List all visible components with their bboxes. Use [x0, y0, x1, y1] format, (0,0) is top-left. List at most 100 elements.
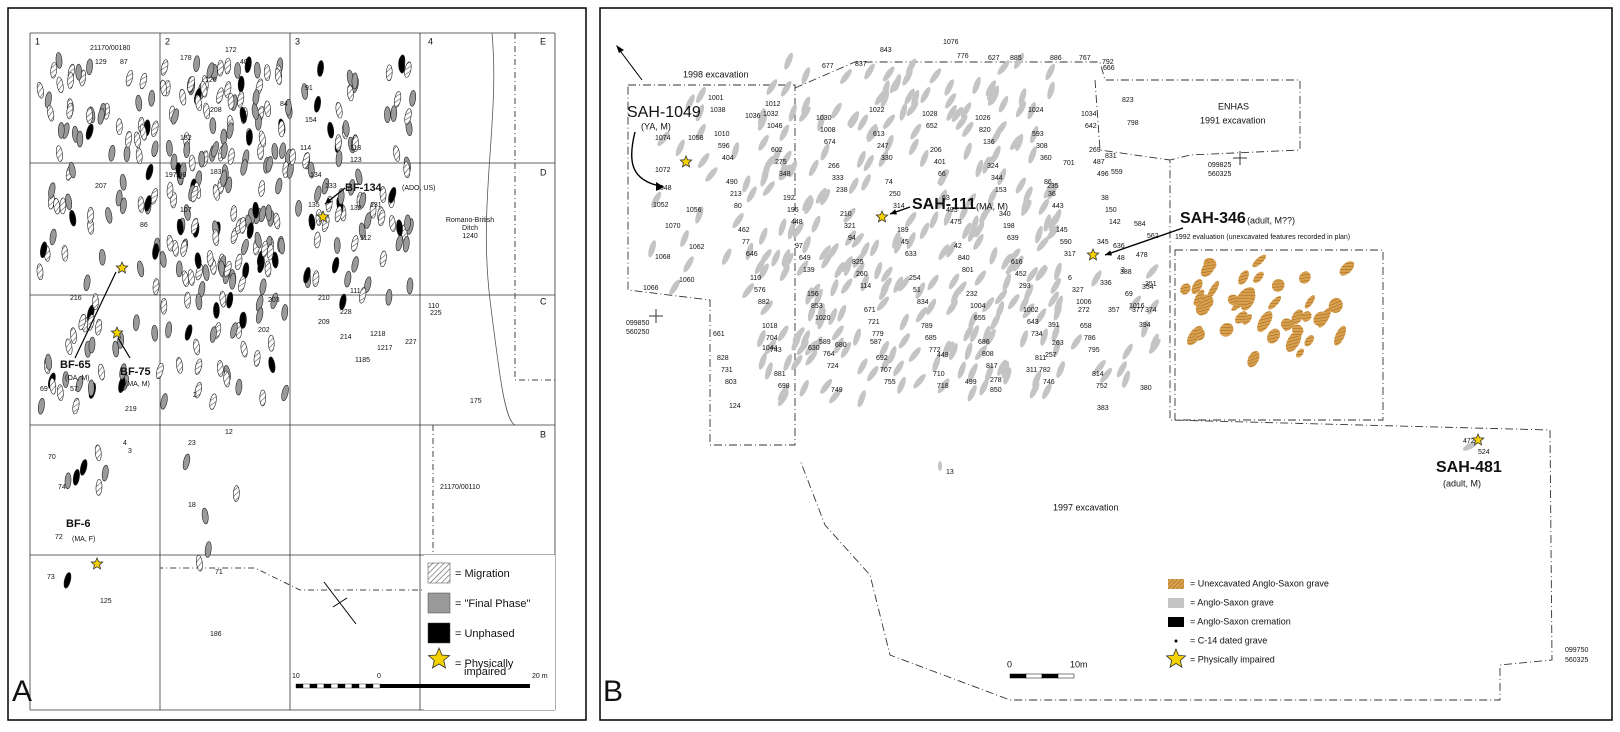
grave [179, 89, 187, 106]
grave [898, 102, 909, 121]
label: 499 [965, 379, 977, 386]
label: 1066 [643, 285, 659, 292]
label: 2 [193, 392, 197, 399]
label: 219 [125, 406, 137, 413]
label: 210 [840, 211, 852, 218]
unexcavated-grave [1251, 253, 1268, 270]
label: 360 [1040, 155, 1052, 162]
label: 131 [370, 202, 382, 209]
grave [756, 134, 770, 153]
label: SAH-111 [912, 196, 976, 213]
label: 195 [787, 207, 799, 214]
grave [1001, 273, 1013, 292]
label: 786 [1084, 335, 1096, 342]
label: 272 [1078, 307, 1090, 314]
label: 74 [58, 484, 66, 491]
label: 853 [811, 303, 823, 310]
grave [313, 96, 321, 113]
label: 333 [832, 175, 844, 182]
label: 589 [819, 339, 831, 346]
grave [807, 159, 820, 178]
label: 77 [742, 239, 750, 246]
label: (YA, M) [641, 121, 671, 131]
label: SAH-1049 [627, 104, 701, 121]
label: 311 [1026, 367, 1037, 374]
label: 587 [870, 339, 882, 346]
label: 228 [340, 309, 352, 316]
grave [859, 173, 872, 192]
label: = Anglo-Saxon cremation [1190, 616, 1291, 626]
grave [260, 390, 266, 406]
label: A [12, 675, 32, 708]
label: 671 [864, 307, 876, 314]
grave [253, 350, 260, 366]
grave [226, 292, 234, 309]
grave [148, 90, 155, 106]
label: 110 [428, 303, 439, 310]
scale-seg [331, 684, 338, 688]
label: 1020 [815, 315, 831, 322]
grave [213, 302, 219, 318]
label: (adult, M) [1443, 478, 1481, 488]
grave [907, 137, 920, 156]
grave [230, 205, 237, 221]
unexcavated-grave [1303, 294, 1317, 310]
label: 674 [824, 139, 836, 146]
label: BF-134 [345, 182, 383, 194]
label: 692 [876, 355, 888, 362]
label: 814 [1092, 371, 1104, 378]
grave [295, 200, 302, 216]
grave [207, 250, 214, 266]
label: 3 [128, 448, 132, 455]
legend-dot [1175, 640, 1178, 643]
label: 91 [305, 85, 313, 92]
grave [125, 70, 134, 87]
grave [891, 359, 906, 377]
grave [166, 235, 173, 251]
grave [763, 361, 774, 380]
grave [184, 292, 190, 308]
label: 129 [95, 59, 107, 66]
grave [317, 60, 325, 77]
label: 42 [954, 243, 962, 250]
grave [1144, 263, 1160, 281]
label: 57 [70, 386, 78, 393]
label: 731 [721, 367, 733, 374]
label: 652 [926, 123, 938, 130]
grave [138, 196, 145, 212]
unexcavated-grave [1264, 326, 1283, 346]
label: 132 [350, 205, 362, 212]
label: 133 [325, 183, 337, 190]
grave [55, 145, 63, 162]
grave [87, 207, 93, 223]
label: 1072 [655, 167, 671, 174]
grave [62, 245, 69, 261]
grave [336, 150, 343, 166]
grave [757, 352, 768, 371]
legend-swatch [1168, 579, 1184, 589]
grave [194, 358, 203, 375]
label: 0 [377, 673, 381, 680]
grave [36, 82, 45, 99]
label: 126 [205, 77, 217, 84]
grave [918, 221, 931, 240]
label: 707 [880, 367, 892, 374]
label: (adult, M??) [1247, 215, 1295, 225]
label: 658 [1080, 323, 1092, 330]
label: BF-65 [60, 359, 91, 371]
leader [75, 272, 116, 358]
grave [215, 87, 225, 104]
label: 216 [70, 295, 82, 302]
label: 20 m [532, 673, 548, 680]
label: 1002 [1023, 307, 1039, 314]
label: 767 [1079, 55, 1091, 62]
grave [928, 210, 940, 229]
grave [265, 261, 271, 277]
label: 680 [835, 342, 847, 349]
grave [182, 453, 191, 470]
grave [108, 145, 116, 162]
unexcavated-grave [1332, 324, 1349, 347]
unexcavated-grave [1245, 349, 1262, 369]
label: 23 [188, 440, 196, 447]
label: 1240 [462, 233, 478, 240]
